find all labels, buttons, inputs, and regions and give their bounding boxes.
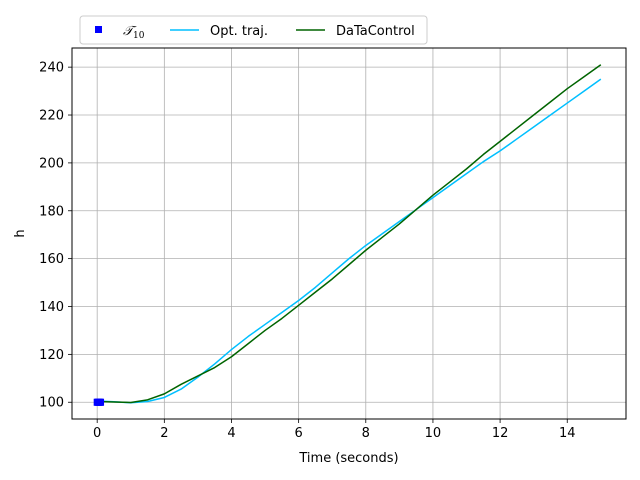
- legend-label-datacontrol: DaTaControl: [336, 24, 415, 39]
- legend-marker-t10: [95, 26, 102, 33]
- legend: 𝒯10 Opt. traj. DaTaControl: [79, 15, 428, 45]
- y-tick-label: 180: [39, 204, 64, 219]
- series-line-datacontrol: [97, 64, 602, 404]
- y-tick-label: 200: [39, 156, 64, 171]
- x-tick-label: 12: [492, 426, 509, 441]
- series-line-opt-traj: [97, 78, 602, 404]
- grid-lines: [72, 48, 626, 419]
- y-tick-label: 160: [39, 252, 64, 267]
- x-tick-label: 8: [362, 426, 370, 441]
- x-tick-label: 14: [559, 426, 576, 441]
- legend-label-opt-traj: Opt. traj.: [210, 24, 268, 39]
- plot-frame: [71, 47, 627, 420]
- x-tick-label: 0: [93, 426, 101, 441]
- x-tick-label: 10: [425, 426, 442, 441]
- x-tick-label: 4: [227, 426, 235, 441]
- legend-box: [79, 15, 428, 45]
- y-axis-label: h: [13, 229, 28, 237]
- y-tick-label: 120: [39, 348, 64, 363]
- legend-label-t10-sub: 10: [133, 31, 145, 41]
- y-tick-label: 220: [39, 109, 64, 124]
- y-tick-label: 240: [39, 61, 64, 76]
- y-tick-label: 140: [39, 300, 64, 315]
- x-axis-label: Time (seconds): [298, 451, 398, 466]
- y-tick-label: 100: [39, 396, 64, 411]
- series-marker-t10: [97, 398, 105, 406]
- x-tick-label: 6: [294, 426, 302, 441]
- axis-ticks: 0 2 4 6 8 10 12 14 100 120 140 160 180 200 220 240: [39, 61, 575, 441]
- series-group: [93, 64, 602, 406]
- x-tick-label: 2: [160, 426, 168, 441]
